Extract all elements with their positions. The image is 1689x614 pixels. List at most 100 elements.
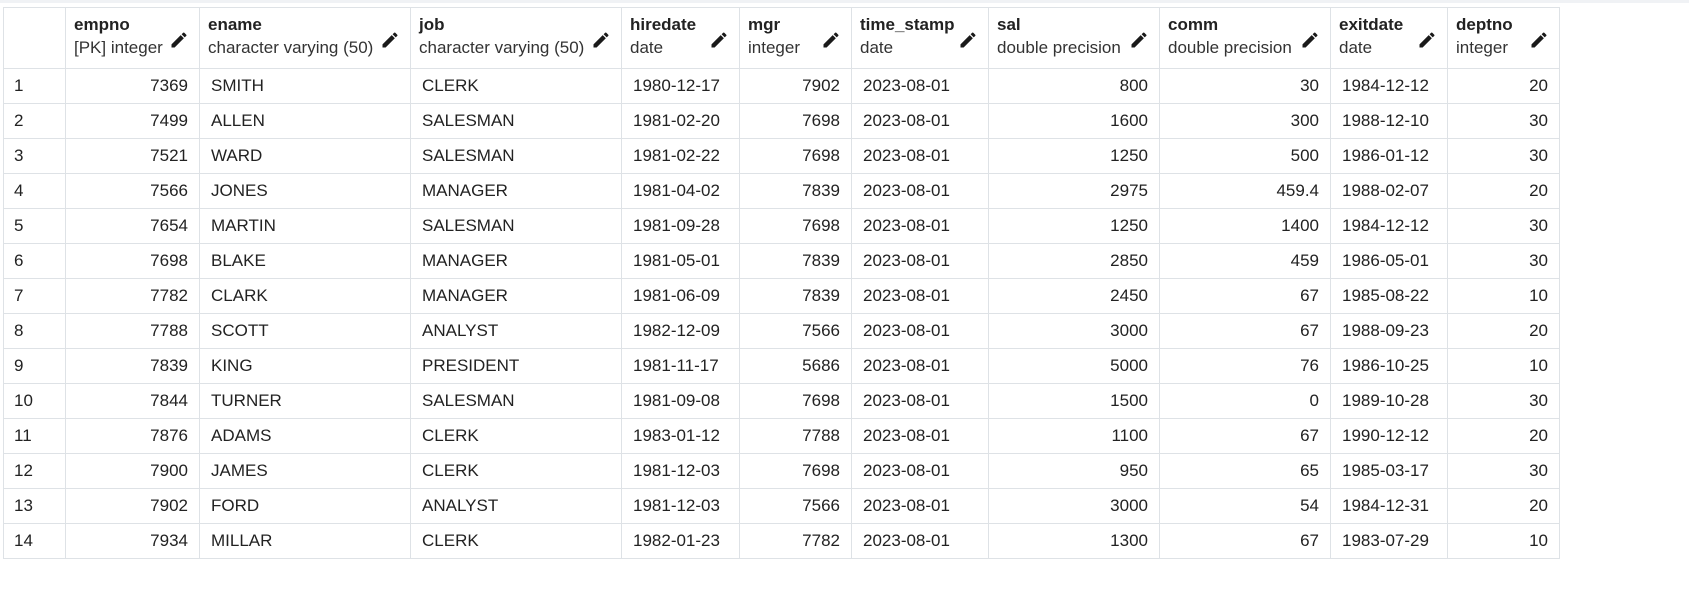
cell-hiredate[interactable]: 1981-09-08 [621,383,740,419]
cell-hiredate[interactable]: 1982-12-09 [621,313,740,349]
cell-empno[interactable]: 7934 [65,523,200,559]
table-row[interactable]: 7 7782 CLARK MANAGER 1981-06-09 7839 2023-08-0… [3,278,1560,314]
cell-job[interactable]: MANAGER [410,278,622,314]
cell-ename[interactable]: BLAKE [199,243,411,279]
cell-exitdate[interactable]: 1986-10-25 [1330,348,1448,384]
cell-hiredate[interactable]: 1983-01-12 [621,418,740,454]
cell-empno[interactable]: 7876 [65,418,200,454]
row-number[interactable]: 4 [3,173,66,209]
cell-hiredate[interactable]: 1981-04-02 [621,173,740,209]
column-header-exitdate[interactable]: exitdate date [1330,7,1448,69]
cell-exitdate[interactable]: 1988-09-23 [1330,313,1448,349]
cell-time-stamp[interactable]: 2023-08-01 [851,348,989,384]
cell-deptno[interactable]: 30 [1447,453,1560,489]
cell-deptno[interactable]: 30 [1447,103,1560,139]
cell-job[interactable]: CLERK [410,523,622,559]
column-header-deptno[interactable]: deptno integer [1447,7,1560,69]
cell-comm[interactable]: 76 [1159,348,1331,384]
table-row[interactable]: 2 7499 ALLEN SALESMAN 1981-02-20 7698 2023-08-… [3,103,1560,139]
cell-deptno[interactable]: 10 [1447,523,1560,559]
column-header-comm[interactable]: comm double precision [1159,7,1331,69]
row-number[interactable]: 13 [3,488,66,524]
cell-sal[interactable]: 1100 [988,418,1160,454]
cell-exitdate[interactable]: 1986-01-12 [1330,138,1448,174]
column-header-job[interactable]: job character varying (50) [410,7,622,69]
row-number[interactable]: 9 [3,348,66,384]
table-row[interactable]: 10 7844 TURNER SALESMAN 1981-09-08 7698 2023-0… [3,383,1560,419]
cell-time-stamp[interactable]: 2023-08-01 [851,278,989,314]
cell-ename[interactable]: ALLEN [199,103,411,139]
table-row[interactable]: 4 7566 JONES MANAGER 1981-04-02 7839 2023-08-0… [3,173,1560,209]
cell-hiredate[interactable]: 1981-11-17 [621,348,740,384]
cell-sal[interactable]: 1600 [988,103,1160,139]
table-row[interactable]: 3 7521 WARD SALESMAN 1981-02-22 7698 2023-08-0… [3,138,1560,174]
cell-deptno[interactable]: 30 [1447,243,1560,279]
row-number[interactable]: 11 [3,418,66,454]
cell-job[interactable]: CLERK [410,453,622,489]
cell-exitdate[interactable]: 1984-12-31 [1330,488,1448,524]
cell-deptno[interactable]: 20 [1447,313,1560,349]
cell-exitdate[interactable]: 1988-12-10 [1330,103,1448,139]
column-header-time-stamp[interactable]: time_stamp date [851,7,989,69]
cell-mgr[interactable]: 7566 [739,488,852,524]
cell-hiredate[interactable]: 1981-02-20 [621,103,740,139]
row-number[interactable]: 5 [3,208,66,244]
row-number[interactable]: 2 [3,103,66,139]
pencil-icon[interactable] [821,30,841,50]
cell-exitdate[interactable]: 1988-02-07 [1330,173,1448,209]
row-number[interactable]: 8 [3,313,66,349]
cell-job[interactable]: ANALYST [410,313,622,349]
cell-ename[interactable]: MARTIN [199,208,411,244]
cell-mgr[interactable]: 7698 [739,138,852,174]
cell-mgr[interactable]: 7839 [739,243,852,279]
pencil-icon[interactable] [591,30,611,50]
cell-deptno[interactable]: 20 [1447,68,1560,104]
cell-job[interactable]: CLERK [410,68,622,104]
cell-hiredate[interactable]: 1981-06-09 [621,278,740,314]
cell-ename[interactable]: CLARK [199,278,411,314]
cell-sal[interactable]: 1300 [988,523,1160,559]
table-row[interactable]: 11 7876 ADAMS CLERK 1983-01-12 7788 2023-08-01… [3,418,1560,454]
cell-mgr[interactable]: 7839 [739,278,852,314]
cell-comm[interactable]: 1400 [1159,208,1331,244]
cell-deptno[interactable]: 30 [1447,208,1560,244]
pencil-icon[interactable] [1529,30,1549,50]
cell-empno[interactable]: 7788 [65,313,200,349]
cell-empno[interactable]: 7566 [65,173,200,209]
pencil-icon[interactable] [169,30,189,50]
cell-comm[interactable]: 67 [1159,313,1331,349]
cell-comm[interactable]: 300 [1159,103,1331,139]
cell-time-stamp[interactable]: 2023-08-01 [851,68,989,104]
cell-sal[interactable]: 950 [988,453,1160,489]
cell-job[interactable]: PRESIDENT [410,348,622,384]
cell-empno[interactable]: 7782 [65,278,200,314]
cell-mgr[interactable]: 7566 [739,313,852,349]
cell-ename[interactable]: TURNER [199,383,411,419]
cell-exitdate[interactable]: 1989-10-28 [1330,383,1448,419]
pencil-icon[interactable] [709,30,729,50]
cell-deptno[interactable]: 10 [1447,278,1560,314]
column-header-hiredate[interactable]: hiredate date [621,7,740,69]
cell-deptno[interactable]: 30 [1447,383,1560,419]
row-number[interactable]: 14 [3,523,66,559]
cell-ename[interactable]: ADAMS [199,418,411,454]
cell-exitdate[interactable]: 1984-12-12 [1330,208,1448,244]
cell-empno[interactable]: 7902 [65,488,200,524]
cell-sal[interactable]: 3000 [988,488,1160,524]
column-header-ename[interactable]: ename character varying (50) [199,7,411,69]
cell-deptno[interactable]: 20 [1447,418,1560,454]
cell-ename[interactable]: KING [199,348,411,384]
cell-hiredate[interactable]: 1981-12-03 [621,488,740,524]
table-row[interactable]: 8 7788 SCOTT ANALYST 1982-12-09 7566 2023-08-0… [3,313,1560,349]
cell-time-stamp[interactable]: 2023-08-01 [851,488,989,524]
cell-hiredate[interactable]: 1981-09-28 [621,208,740,244]
cell-empno[interactable]: 7654 [65,208,200,244]
table-row[interactable]: 5 7654 MARTIN SALESMAN 1981-09-28 7698 2023-08… [3,208,1560,244]
cell-comm[interactable]: 67 [1159,523,1331,559]
cell-mgr[interactable]: 7788 [739,418,852,454]
cell-mgr[interactable]: 7782 [739,523,852,559]
table-row[interactable]: 9 7839 KING PRESIDENT 1981-11-17 5686 2023-08-… [3,348,1560,384]
row-number[interactable]: 7 [3,278,66,314]
column-header-sal[interactable]: sal double precision [988,7,1160,69]
cell-hiredate[interactable]: 1981-12-03 [621,453,740,489]
